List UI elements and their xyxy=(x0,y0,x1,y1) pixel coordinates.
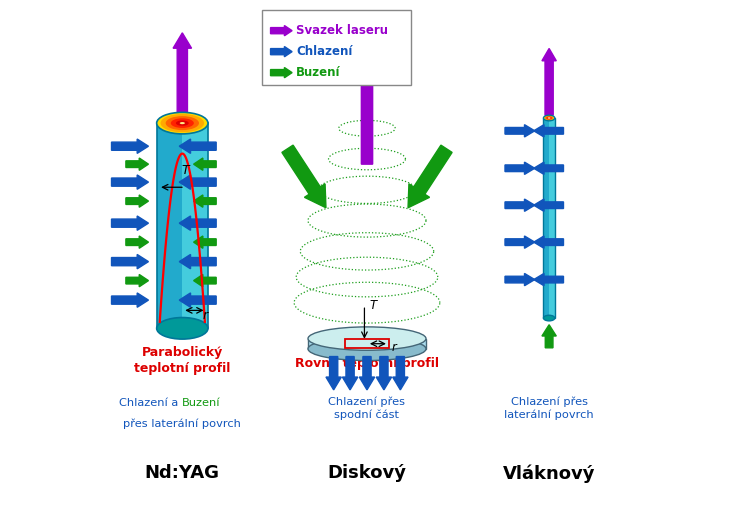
FancyArrow shape xyxy=(342,357,357,390)
FancyArrow shape xyxy=(194,274,217,287)
FancyArrow shape xyxy=(173,33,192,112)
Ellipse shape xyxy=(545,116,553,120)
Text: Buzení: Buzení xyxy=(182,398,221,407)
Bar xyxy=(156,123,208,328)
FancyArrow shape xyxy=(179,254,217,269)
FancyArrow shape xyxy=(377,357,392,390)
Ellipse shape xyxy=(548,117,550,119)
FancyBboxPatch shape xyxy=(262,10,410,85)
FancyArrow shape xyxy=(505,125,535,137)
Text: T: T xyxy=(369,299,377,312)
Ellipse shape xyxy=(156,112,208,134)
Text: Nd:YAG: Nd:YAG xyxy=(145,464,219,482)
FancyArrow shape xyxy=(179,139,217,153)
Text: Vláknový: Vláknový xyxy=(503,464,595,483)
Bar xyxy=(345,339,389,348)
Bar xyxy=(543,118,555,318)
FancyArrow shape xyxy=(360,357,374,390)
FancyArrow shape xyxy=(534,125,564,137)
FancyArrow shape xyxy=(534,199,564,211)
Text: přes laterální povrch: přes laterální povrch xyxy=(123,418,241,428)
FancyArrow shape xyxy=(505,162,535,174)
FancyArrow shape xyxy=(408,145,452,208)
FancyArrow shape xyxy=(179,175,217,189)
FancyArrow shape xyxy=(534,273,564,286)
Ellipse shape xyxy=(308,337,426,361)
FancyArrow shape xyxy=(505,236,535,248)
FancyArrow shape xyxy=(194,236,217,248)
Text: Chlazení a: Chlazení a xyxy=(120,398,182,407)
Text: T: T xyxy=(181,165,189,177)
Polygon shape xyxy=(182,123,208,328)
FancyArrow shape xyxy=(179,216,217,230)
Ellipse shape xyxy=(546,116,552,120)
Text: Parabolický
teplotní profil: Parabolický teplotní profil xyxy=(134,346,230,376)
Text: Svazek laseru: Svazek laseru xyxy=(297,24,388,37)
FancyArrow shape xyxy=(271,26,292,36)
Ellipse shape xyxy=(171,119,194,128)
Ellipse shape xyxy=(176,121,189,126)
FancyArrow shape xyxy=(542,325,556,348)
Text: r: r xyxy=(391,342,396,354)
FancyArrow shape xyxy=(271,47,292,57)
FancyArrow shape xyxy=(112,254,148,269)
FancyArrow shape xyxy=(126,236,148,248)
Ellipse shape xyxy=(308,327,426,350)
Ellipse shape xyxy=(161,114,204,132)
Bar xyxy=(308,339,426,349)
FancyArrow shape xyxy=(126,274,148,287)
Polygon shape xyxy=(549,118,555,318)
Ellipse shape xyxy=(180,122,185,124)
FancyArrow shape xyxy=(505,273,535,286)
FancyArrow shape xyxy=(534,236,564,248)
Text: r: r xyxy=(203,309,208,322)
FancyArrow shape xyxy=(112,139,148,153)
Ellipse shape xyxy=(156,318,208,339)
Polygon shape xyxy=(543,118,549,318)
FancyArrow shape xyxy=(282,145,326,208)
FancyArrow shape xyxy=(112,216,148,230)
FancyArrow shape xyxy=(326,357,341,390)
Ellipse shape xyxy=(166,116,199,130)
FancyArrow shape xyxy=(542,49,556,115)
FancyArrow shape xyxy=(357,49,377,164)
FancyArrow shape xyxy=(126,195,148,207)
Text: Diskový: Diskový xyxy=(327,464,407,482)
FancyArrow shape xyxy=(112,175,148,189)
FancyArrow shape xyxy=(393,357,408,390)
FancyArrow shape xyxy=(179,293,217,307)
Text: Chlazení přes
laterální povrch: Chlazení přes laterální povrch xyxy=(504,396,594,420)
Text: Chlazení přes
spodní část: Chlazení přes spodní část xyxy=(329,396,405,420)
FancyArrow shape xyxy=(126,158,148,170)
FancyArrow shape xyxy=(534,162,564,174)
FancyArrow shape xyxy=(194,158,217,170)
Text: Buzení: Buzení xyxy=(297,66,341,79)
FancyArrow shape xyxy=(112,293,148,307)
FancyArrow shape xyxy=(505,199,535,211)
Ellipse shape xyxy=(543,315,555,321)
Ellipse shape xyxy=(543,115,555,121)
FancyArrow shape xyxy=(194,195,217,207)
Text: Rovný teplotní profil: Rovný teplotní profil xyxy=(295,357,439,369)
FancyArrow shape xyxy=(271,68,292,78)
Polygon shape xyxy=(156,123,182,328)
Text: Chlazení: Chlazení xyxy=(297,45,352,58)
